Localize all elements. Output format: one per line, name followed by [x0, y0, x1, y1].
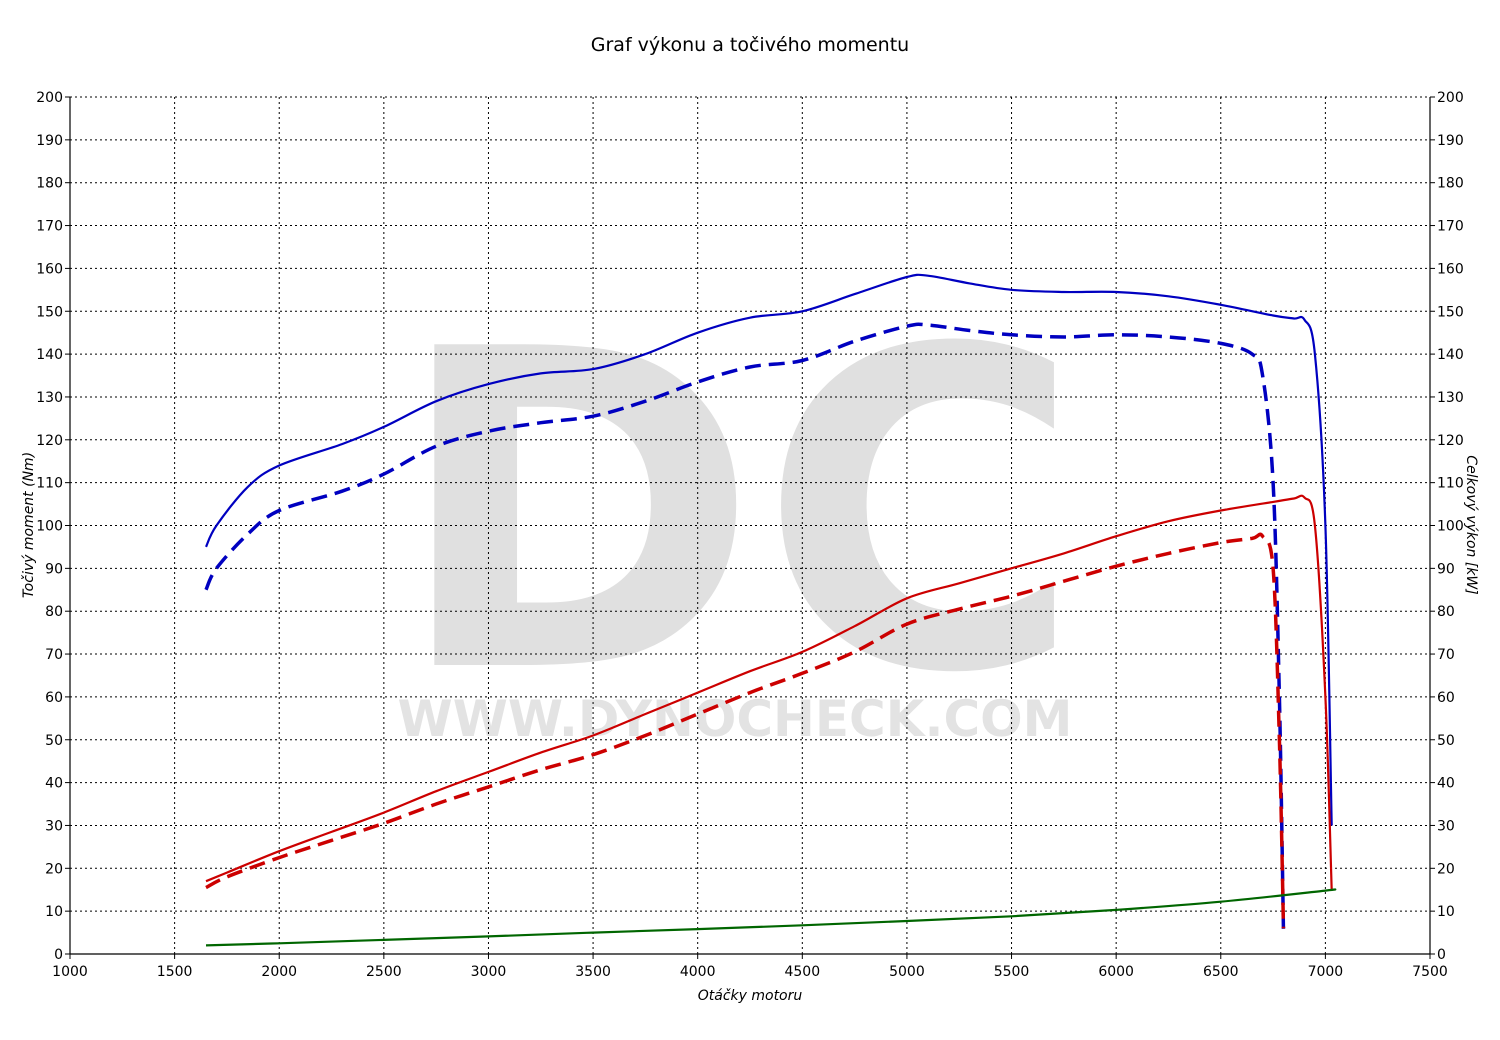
grid	[70, 97, 1430, 954]
y-tick-label-right: 10	[1437, 904, 1455, 920]
y-tick-label-right: 130	[1437, 390, 1464, 406]
x-tick-label: 2000	[261, 964, 297, 980]
x-tick-label: 1500	[157, 964, 193, 980]
y-tick-label-left: 90	[45, 561, 63, 577]
y-tick-label-left: 100	[36, 519, 63, 535]
x-tick-label: 1000	[52, 964, 88, 980]
y-tick-label-right: 40	[1437, 776, 1455, 792]
y-tick-label-right: 80	[1437, 604, 1455, 620]
y-tick-label-left: 80	[45, 604, 63, 620]
series-line-loss	[205, 888, 1337, 947]
y-tick-label-left: 120	[36, 433, 63, 449]
x-tick-label: 2500	[366, 964, 402, 980]
y-tick-label-left: 150	[36, 304, 63, 320]
y-tick-label-right: 170	[1437, 219, 1464, 235]
y-tick-label-right: 100	[1437, 519, 1464, 535]
y-tick-label-right: 30	[1437, 818, 1455, 834]
chart-title: Graf výkonu a točivého momentu	[591, 34, 909, 56]
y-tick-label-left: 140	[36, 347, 63, 363]
y-tick-label-right: 50	[1437, 733, 1455, 749]
y-tick-label-right: 20	[1437, 861, 1455, 877]
x-tick-label: 3500	[575, 964, 611, 980]
series-line-torque-tuned	[204, 273, 1333, 826]
watermark: DC WWW.DYNOCHECK.COM	[394, 257, 1082, 769]
y-tick-label-left: 160	[36, 261, 63, 277]
y-tick-label-right: 70	[1437, 647, 1455, 663]
x-tick-label: 3000	[471, 964, 507, 980]
y-tick-label-left: 60	[45, 690, 63, 706]
x-tick-label: 7500	[1412, 964, 1448, 980]
y-tick-label-left: 200	[36, 90, 63, 106]
y-tick-label-right: 90	[1437, 561, 1455, 577]
y-axis-label-left: Točivý moment (Nm)	[21, 452, 37, 598]
y-tick-label-right: 60	[1437, 690, 1455, 706]
y-tick-label-left: 30	[45, 818, 63, 834]
y-tick-label-right: 180	[1437, 176, 1464, 192]
x-tick-label: 4000	[680, 964, 716, 980]
y-tick-label-left: 0	[54, 947, 63, 963]
y-tick-label-right: 110	[1437, 476, 1464, 492]
x-tick-label: 7000	[1308, 964, 1344, 980]
y-tick-label-right: 200	[1437, 90, 1464, 106]
x-tick-label: 5000	[889, 964, 925, 980]
series-line-power-tuned	[205, 494, 1333, 890]
y-axis-label-right: Celkový výkon [kW]	[1463, 455, 1479, 594]
y-tick-label-left: 20	[45, 861, 63, 877]
y-tick-label-right: 120	[1437, 433, 1464, 449]
watermark-logo: DC	[394, 257, 1082, 769]
y-tick-label-right: 140	[1437, 347, 1464, 363]
y-tick-label-left: 70	[45, 647, 63, 663]
y-tick-label-right: 190	[1437, 133, 1464, 149]
x-tick-label: 6000	[1098, 964, 1134, 980]
y-tick-label-left: 180	[36, 176, 63, 192]
series-line-power-stock	[205, 532, 1286, 929]
x-tick-label: 6500	[1203, 964, 1239, 980]
x-tick-label: 5500	[994, 964, 1030, 980]
x-tick-label: 4500	[784, 964, 820, 980]
y-tick-label-right: 150	[1437, 304, 1464, 320]
y-tick-label-right: 0	[1437, 947, 1446, 963]
y-tick-label-left: 50	[45, 733, 63, 749]
y-tick-label-right: 160	[1437, 261, 1464, 277]
plot-frame	[65, 96, 1435, 959]
y-tick-label-left: 40	[45, 776, 63, 792]
y-tick-label-left: 130	[36, 390, 63, 406]
y-tick-label-left: 190	[36, 133, 63, 149]
series-line-torque-stock	[204, 322, 1286, 933]
x-axis-label: Otáčky motoru	[698, 988, 803, 1004]
y-tick-label-left: 10	[45, 904, 63, 920]
series-group	[204, 273, 1337, 947]
y-tick-label-left: 110	[36, 476, 63, 492]
tick-labels: 0 0 10 10 20 20 30 30 40 40 50 50 60 60 70 70 80 80 90 90 10…	[36, 90, 1463, 980]
y-tick-label-left: 170	[36, 219, 63, 235]
